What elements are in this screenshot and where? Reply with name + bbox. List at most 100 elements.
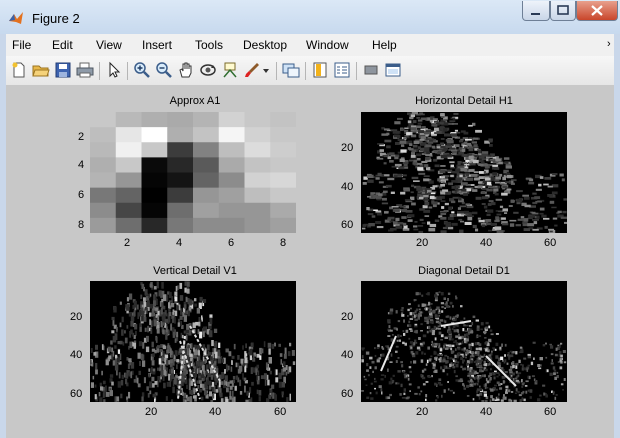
coefficient-speckle bbox=[179, 295, 184, 301]
coefficient-speckle bbox=[501, 192, 508, 196]
coefficient-speckle bbox=[496, 213, 502, 216]
maximize-button[interactable] bbox=[550, 1, 576, 21]
menu-insert[interactable]: Insert bbox=[142, 38, 173, 52]
save-icon[interactable] bbox=[54, 61, 72, 79]
coefficient-speckle bbox=[428, 302, 431, 306]
brush-dropdown-icon[interactable] bbox=[261, 61, 271, 79]
coefficient-speckle bbox=[208, 362, 211, 369]
menu-desktop[interactable]: Desktop bbox=[243, 38, 288, 52]
coefficient-speckle bbox=[486, 158, 490, 162]
coefficient-speckle bbox=[490, 368, 492, 371]
coefficient-speckle bbox=[436, 327, 439, 329]
coefficient-speckle bbox=[448, 206, 453, 210]
colorbar-icon[interactable] bbox=[311, 61, 329, 79]
coefficient-speckle bbox=[251, 342, 254, 348]
coefficient-speckle bbox=[211, 381, 215, 387]
coefficient-speckle bbox=[479, 359, 482, 363]
coefficient-speckle bbox=[168, 306, 171, 312]
menu-view[interactable]: View bbox=[96, 38, 122, 52]
coefficient-speckle bbox=[163, 369, 167, 377]
new-figure-icon[interactable] bbox=[10, 61, 28, 79]
coefficient-speckle bbox=[382, 174, 390, 177]
pan-icon[interactable] bbox=[177, 61, 195, 79]
approx-cell bbox=[90, 157, 117, 174]
coefficient-speckle bbox=[424, 316, 428, 320]
approx-cell bbox=[90, 112, 117, 128]
coefficient-speckle bbox=[462, 383, 465, 386]
coefficient-speckle bbox=[519, 346, 523, 349]
coefficient-speckle bbox=[397, 382, 400, 385]
coefficient-speckle bbox=[422, 334, 427, 338]
coefficient-speckle bbox=[199, 331, 203, 339]
coefficient-speckle bbox=[369, 195, 375, 199]
show-plot-tools-icon[interactable] bbox=[384, 61, 402, 79]
open-file-icon[interactable] bbox=[32, 61, 50, 79]
zoom-in-icon[interactable] bbox=[133, 61, 151, 79]
coefficient-speckle bbox=[421, 222, 426, 224]
legend-icon[interactable] bbox=[333, 61, 351, 79]
menu-overflow-icon[interactable]: › bbox=[607, 38, 611, 50]
coefficient-speckle bbox=[426, 321, 429, 325]
axes-horizontal-h1[interactable] bbox=[361, 112, 567, 233]
print-icon[interactable] bbox=[76, 61, 94, 79]
brush-icon[interactable] bbox=[243, 61, 261, 79]
coefficient-speckle bbox=[260, 348, 264, 354]
coefficient-speckle bbox=[422, 383, 426, 386]
zoom-out-icon[interactable] bbox=[155, 61, 173, 79]
coefficient-speckle bbox=[554, 224, 558, 227]
x-tick-label: 20 bbox=[416, 406, 429, 418]
coefficient-speckle bbox=[370, 397, 374, 400]
coefficient-speckle bbox=[237, 355, 240, 360]
coefficient-speckle bbox=[411, 149, 417, 152]
coefficient-speckle bbox=[235, 362, 238, 368]
link-plot-icon[interactable] bbox=[282, 61, 300, 79]
coefficient-speckle bbox=[435, 202, 440, 205]
data-cursor-icon[interactable] bbox=[221, 61, 239, 79]
coefficient-speckle bbox=[466, 349, 468, 352]
coefficient-speckle bbox=[410, 346, 413, 349]
coefficient-speckle bbox=[126, 382, 129, 387]
menu-window[interactable]: Window bbox=[306, 38, 349, 52]
coefficient-speckle bbox=[429, 139, 433, 142]
menu-edit[interactable]: Edit bbox=[52, 38, 73, 52]
hide-plot-tools-icon[interactable] bbox=[362, 61, 380, 79]
coefficient-speckle bbox=[475, 361, 478, 365]
minimize-button[interactable] bbox=[522, 1, 550, 21]
menu-file[interactable]: File bbox=[12, 38, 32, 52]
coefficient-speckle bbox=[239, 379, 242, 387]
coefficient-speckle bbox=[176, 305, 181, 310]
coefficient-speckle bbox=[171, 327, 175, 332]
coefficient-speckle bbox=[151, 348, 156, 352]
coefficient-speckle bbox=[453, 171, 460, 174]
axes-approx-a1[interactable] bbox=[90, 112, 296, 233]
coefficient-speckle bbox=[478, 343, 482, 347]
coefficient-speckle bbox=[447, 216, 454, 220]
coefficient-speckle bbox=[480, 223, 488, 226]
coefficient-speckle bbox=[113, 306, 117, 313]
coefficient-speckle bbox=[184, 376, 187, 381]
menu-tools[interactable]: Tools bbox=[195, 38, 224, 52]
rotate-3d-icon[interactable] bbox=[199, 61, 217, 79]
coefficient-speckle bbox=[444, 303, 448, 306]
coefficient-speckle bbox=[407, 219, 413, 222]
close-button[interactable] bbox=[576, 1, 618, 21]
coefficient-speckle bbox=[410, 125, 417, 129]
coefficient-speckle bbox=[154, 398, 156, 402]
coefficient-speckle bbox=[479, 369, 483, 373]
axes-vertical-v1[interactable] bbox=[90, 281, 296, 402]
coefficient-speckle bbox=[414, 323, 418, 326]
coefficient-speckle bbox=[463, 141, 468, 145]
coefficient-speckle bbox=[469, 369, 473, 373]
pointer-icon[interactable] bbox=[105, 61, 123, 79]
coefficient-speckle bbox=[390, 154, 396, 157]
coefficient-speckle bbox=[426, 130, 433, 132]
coefficient-speckle bbox=[475, 360, 478, 363]
coefficient-speckle bbox=[410, 328, 413, 332]
menu-help[interactable]: Help bbox=[372, 38, 397, 52]
axes-diagonal-d1[interactable] bbox=[361, 281, 567, 402]
coefficient-speckle bbox=[457, 191, 463, 194]
coefficient-speckle bbox=[405, 397, 409, 400]
coefficient-speckle bbox=[363, 176, 368, 180]
coefficient-speckle bbox=[403, 225, 408, 229]
coefficient-speckle bbox=[516, 198, 523, 203]
